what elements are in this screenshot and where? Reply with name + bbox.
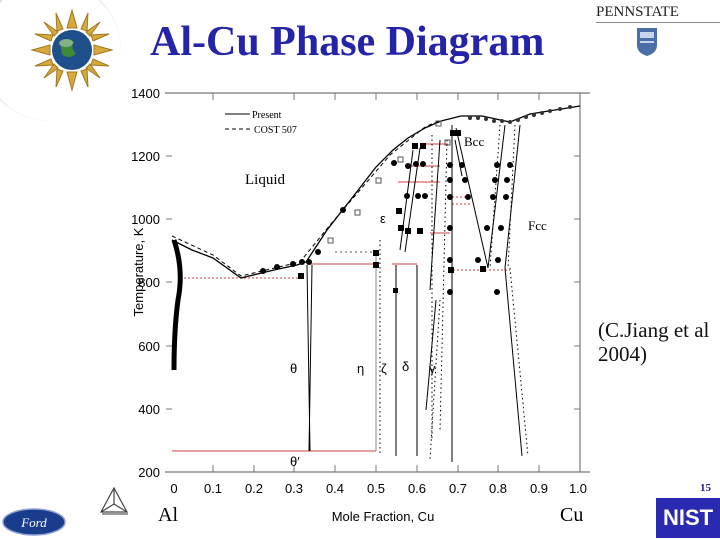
phase-label-theta-prime: θ′ bbox=[290, 454, 300, 469]
x-tick-0.2: 0.2 bbox=[245, 481, 263, 496]
y-axis-label: Temperature, K bbox=[131, 227, 146, 316]
endpoint-label-cu: Cu bbox=[560, 504, 584, 526]
phase-label-epsilon: ε bbox=[380, 211, 386, 226]
x-tick-0.6: 0.6 bbox=[408, 481, 426, 496]
citation-line2: 2004) bbox=[598, 342, 647, 366]
y-tick-400: 400 bbox=[138, 402, 160, 417]
x-tick-0.7: 0.7 bbox=[449, 481, 467, 496]
y-tick-1200: 1200 bbox=[131, 149, 160, 164]
x-tick-1.0: 1.0 bbox=[569, 481, 587, 496]
x-tick-0.8: 0.8 bbox=[489, 481, 507, 496]
x-tick-0.4: 0.4 bbox=[326, 481, 344, 496]
phase-label-theta: θ bbox=[290, 361, 297, 376]
page-number: 15 bbox=[700, 482, 711, 494]
nist-logo: NIST bbox=[656, 498, 720, 538]
citation: (C.Jiang et al 2004) bbox=[598, 318, 709, 366]
phase-label-fcc: Fcc bbox=[528, 218, 547, 233]
svg-text:Ford: Ford bbox=[20, 515, 47, 530]
phase-label-gamma: γ bbox=[429, 361, 436, 376]
phase-label-delta: δ bbox=[402, 359, 409, 374]
pennstate-logo-text: PENNSTATE bbox=[596, 4, 679, 20]
phase-label-liquid: Liquid bbox=[245, 172, 285, 188]
x-axis-label: Mole Fraction, Cu bbox=[332, 509, 435, 524]
legend-cost507: COST 507 bbox=[254, 125, 297, 136]
pennstate-shield-icon bbox=[637, 28, 657, 56]
phase-label-bcc: Bcc bbox=[464, 134, 484, 149]
phase-label-zeta: ζ bbox=[381, 361, 387, 376]
x-tick-0: 0 bbox=[170, 481, 177, 496]
x-tick-0.5: 0.5 bbox=[367, 481, 385, 496]
y-tick-600: 600 bbox=[138, 339, 160, 354]
y-tick-800: 800 bbox=[138, 275, 160, 290]
citation-line1: (C.Jiang et al bbox=[598, 318, 710, 342]
phase-label-eta: η bbox=[357, 361, 364, 376]
pennstate-divider bbox=[596, 22, 720, 23]
x-tick-0.1: 0.1 bbox=[204, 481, 222, 496]
endpoint-label-al: Al bbox=[158, 504, 178, 526]
x-tick-0.3: 0.3 bbox=[285, 481, 303, 496]
y-tick-1400: 1400 bbox=[131, 86, 160, 101]
y-tick-200: 200 bbox=[138, 465, 160, 480]
globe-logo-icon bbox=[30, 8, 114, 92]
legend-present: Present bbox=[252, 110, 282, 121]
y-tick-1000: 1000 bbox=[131, 212, 160, 227]
thermo-calc-triangle-icon bbox=[99, 486, 129, 515]
slide-title: Al-Cu Phase Diagram bbox=[150, 19, 545, 65]
x-tick-0.9: 0.9 bbox=[530, 481, 548, 496]
ford-logo-icon: Ford bbox=[2, 508, 66, 536]
